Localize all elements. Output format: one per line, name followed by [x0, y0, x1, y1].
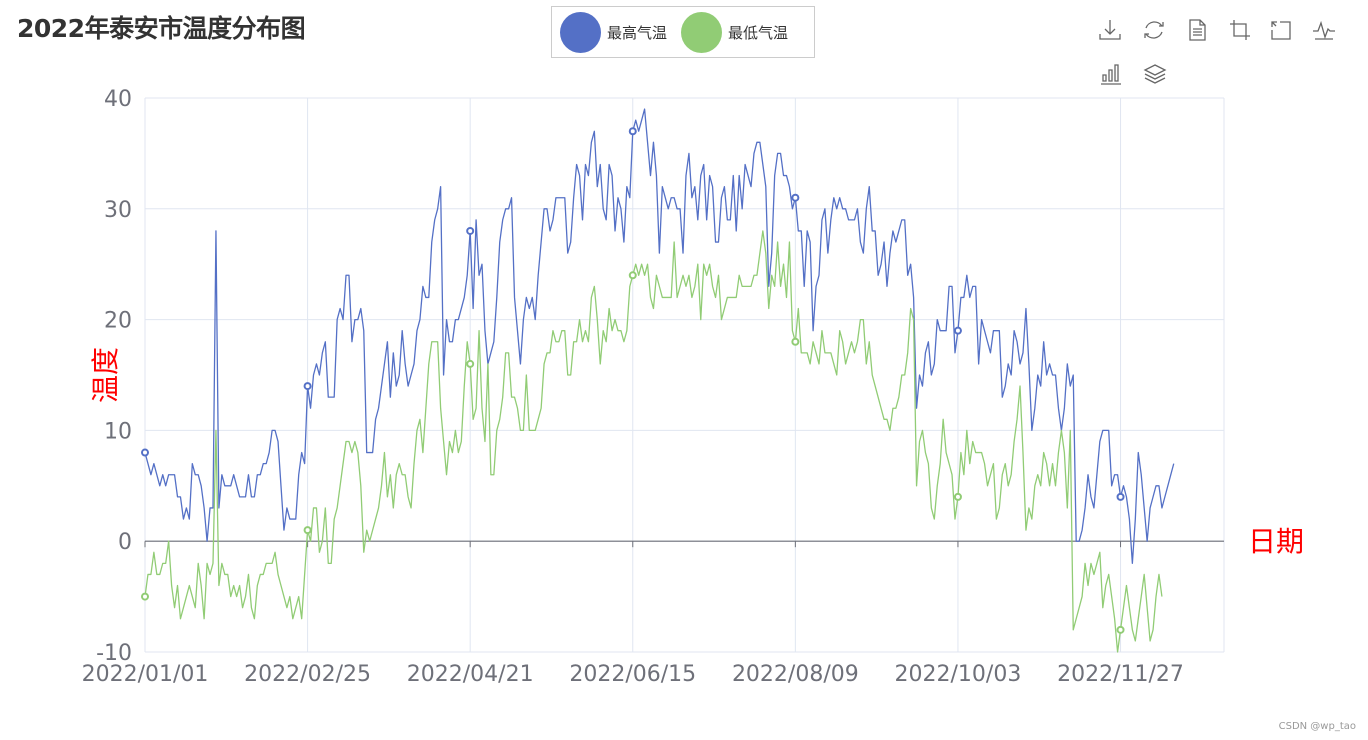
bar-chart-icon[interactable]: [1098, 61, 1124, 87]
y-tick-label: 30: [104, 198, 132, 223]
data-point-marker: [141, 448, 149, 457]
grid: [144, 97, 1225, 653]
data-point-marker: [303, 382, 312, 391]
data-point-marker: [628, 127, 637, 136]
watermark: CSDN @wp_tao: [1278, 721, 1356, 732]
x-tick-label: 2022/10/03: [895, 662, 1022, 687]
x-tick-label: 2022/11/27: [1057, 662, 1184, 687]
data-point-marker: [791, 193, 800, 202]
data-point-marker: [141, 592, 149, 601]
data-point-marker: [791, 337, 800, 346]
restore-icon[interactable]: [1141, 17, 1167, 43]
x-tick-label: 2022/01/01: [82, 662, 209, 687]
legend-label-max-temp: 最高气温: [607, 23, 668, 42]
save-image-icon[interactable]: [1097, 17, 1123, 43]
data-view-icon[interactable]: [1184, 17, 1210, 43]
x-tick-label: 2022/08/09: [732, 662, 859, 687]
zoom-back-icon[interactable]: [1268, 17, 1294, 43]
y-tick-label: 10: [104, 419, 132, 444]
legend-label-min-temp: 最低气温: [728, 23, 789, 42]
y-tick-label: 20: [104, 309, 132, 334]
data-point-marker: [466, 359, 475, 368]
y-axis-title: 温度: [89, 347, 122, 403]
data-point-marker: [628, 271, 637, 280]
chart-title: 2022年泰安市温度分布图: [17, 14, 306, 43]
axes: -10 0 10 20 30 40 2022/01/01 2022/02/25 2022/04/…: [82, 87, 1224, 687]
x-tick-label: 2022/02/25: [244, 662, 371, 687]
zoom-icon[interactable]: [1227, 17, 1253, 43]
series-line-max-temp: [144, 108, 1175, 565]
data-point-marker: [1116, 492, 1125, 501]
data-point-marker: [953, 326, 962, 335]
y-tick-label: 40: [104, 87, 132, 112]
data-point-marker: [303, 526, 312, 535]
data-point-marker: [466, 226, 475, 235]
data-point-marker: [953, 492, 962, 501]
y-tick-label: 0: [118, 530, 132, 555]
y-tick-label: -10: [96, 641, 132, 666]
legend-marker-min-temp: [681, 11, 723, 53]
series: [141, 108, 1175, 653]
legend-marker-max-temp: [560, 11, 601, 53]
x-axis-title: 日期: [1248, 525, 1304, 558]
legend-item-max-temp[interactable]: 最高气温: [560, 11, 668, 53]
legend-item-min-temp[interactable]: 最低气温: [681, 11, 789, 53]
legend: 最高气温 最低气温: [551, 6, 815, 58]
x-tick-label: 2022/06/15: [569, 662, 696, 687]
series-line-min-temp: [144, 230, 1163, 653]
data-point-marker: [1116, 625, 1125, 634]
x-tick-label: 2022/04/21: [407, 662, 534, 687]
stack-icon[interactable]: [1142, 61, 1168, 87]
line-chart-icon[interactable]: [1311, 17, 1337, 43]
